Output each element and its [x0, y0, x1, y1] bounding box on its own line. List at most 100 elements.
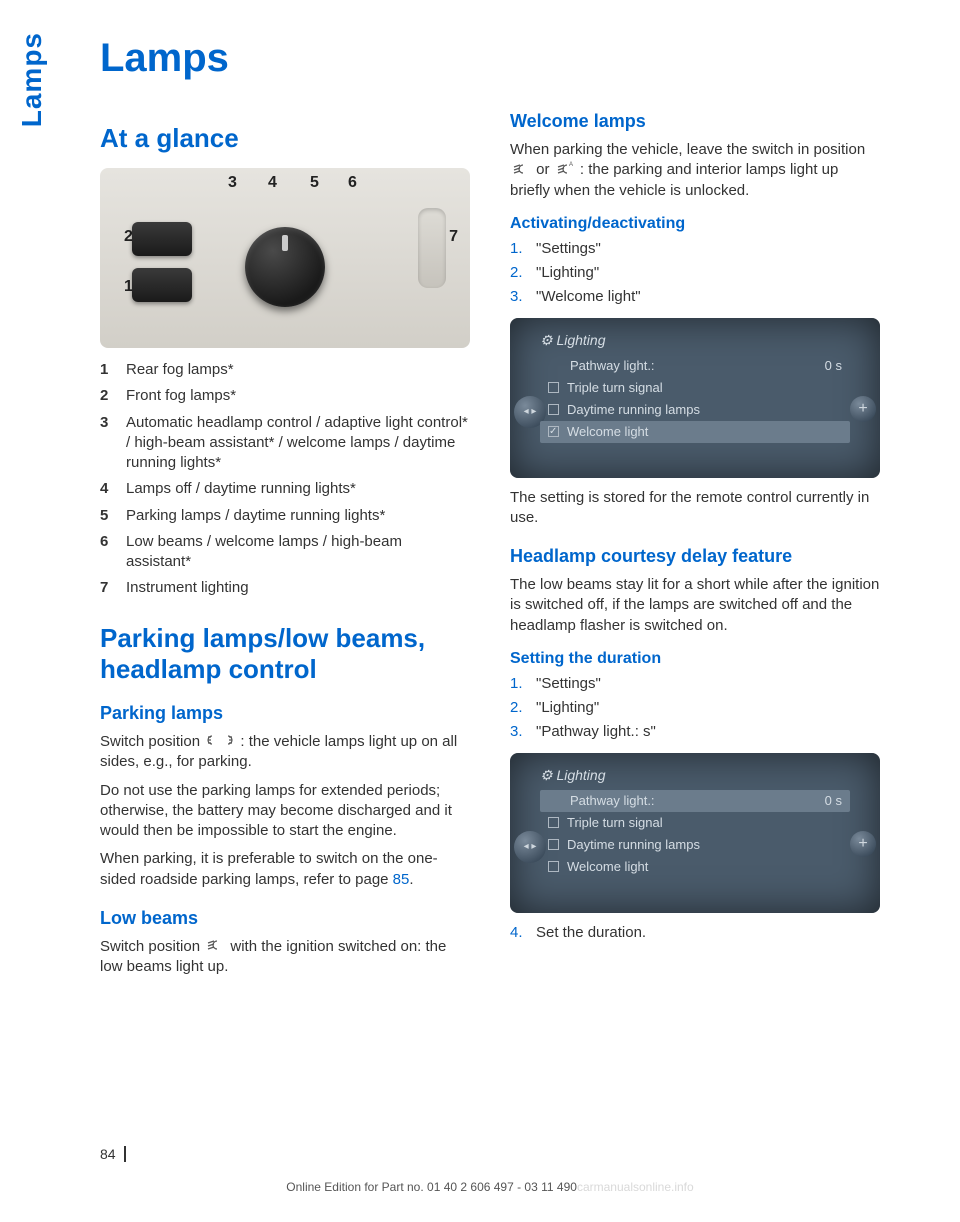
light-switch-figure: 1 2 3 4 5 6 7	[100, 168, 470, 348]
idrive-menu-title: ⚙ Lighting	[540, 767, 850, 784]
legend-text: Lamps off / daytime running lights*	[126, 479, 356, 499]
auto-headlamp-icon: A	[554, 161, 576, 180]
callout-3: 3	[228, 174, 237, 192]
row-value: 0 s	[825, 793, 842, 808]
row-label: Triple turn signal	[567, 815, 663, 830]
heading-parking-lamps: Parking lamps	[100, 703, 470, 724]
legend-number: 2	[100, 386, 116, 406]
idrive-row-daytime: Daytime running lamps	[540, 399, 850, 421]
low-beam-icon	[510, 162, 532, 180]
checkbox-icon	[548, 382, 559, 393]
list-item: 3."Welcome light"	[510, 287, 880, 307]
courtesy-delay-paragraph: The low beams stay lit for a short while…	[510, 575, 880, 636]
step-number: 1.	[510, 239, 528, 259]
legend-text: Instrument lighting	[126, 578, 249, 598]
heading-activating: Activating/deactivating	[510, 215, 880, 233]
step-text: "Welcome light"	[536, 287, 641, 307]
idrive-row-pathway: Pathway light.: 0 s	[540, 790, 850, 812]
legend-number: 1	[100, 360, 116, 380]
legend-text: Automatic headlamp control / adaptive li…	[126, 413, 470, 474]
checkbox-icon	[548, 839, 559, 850]
idrive-screenshot-welcome-light: ◂ ▸ + ⚙ Lighting Pathway light.:0 s Trip…	[510, 318, 880, 478]
legend-item: 4Lamps off / daytime running lights*	[100, 479, 470, 499]
idrive-row-daytime: Daytime running lamps	[540, 834, 850, 856]
legend-item: 5 Parking lamps / daytime running lights*	[100, 506, 470, 526]
list-item: 1. "Settings"	[510, 674, 880, 694]
legend-number: 3	[100, 413, 116, 474]
activating-steps: 1. "Settings" 2."Lighting" 3."Welcome lig…	[510, 239, 880, 308]
callout-4: 4	[268, 174, 277, 192]
checkbox-checked-icon	[548, 426, 559, 437]
svg-text:A: A	[569, 162, 573, 168]
low-beam-icon	[204, 938, 226, 956]
idrive-menu-title: ⚙ Lighting	[540, 332, 850, 349]
callout-6: 6	[348, 174, 357, 192]
row-label: Daytime running lamps	[567, 402, 700, 417]
dimmer-wheel	[418, 208, 446, 288]
step-text: "Settings"	[536, 239, 601, 259]
dial-marker	[282, 235, 288, 251]
step-number: 3.	[510, 722, 528, 742]
page-body: Lamps At a glance 1 2 3 4 5 6 7	[100, 36, 880, 985]
list-item: 2."Lighting"	[510, 263, 880, 283]
callout-5: 5	[310, 174, 319, 192]
legend-item: 1Rear fog lamps*	[100, 360, 470, 380]
heading-setting-duration: Setting the duration	[510, 650, 880, 668]
page-title: Lamps	[100, 36, 880, 81]
fog-button-bottom	[132, 268, 192, 302]
parking-lamps-paragraph-1: Switch position : the vehicle lamps ligh…	[100, 732, 470, 773]
legend-text: Parking lamps / daytime running lights*	[126, 506, 385, 526]
idrive-menu: ⚙ Lighting Pathway light.: 0 s Triple tur…	[540, 767, 850, 899]
page-footer: 84 Online Edition for Part no. 01 40 2 6…	[100, 1146, 880, 1194]
list-item: 4. Set the duration.	[510, 923, 880, 943]
duration-steps: 1. "Settings" 2."Lighting" 3."Pathway lig…	[510, 674, 880, 743]
rotary-light-switch	[245, 227, 325, 307]
step-text: "Settings"	[536, 674, 601, 694]
legend-number: 5	[100, 506, 116, 526]
welcome-lamps-paragraph: When parking the vehicle, leave the swit…	[510, 140, 880, 201]
step-text: Set the duration.	[536, 923, 646, 943]
callout-7: 7	[449, 228, 458, 246]
row-label: Pathway light.:	[570, 793, 655, 808]
legend-text: Front fog lamps*	[126, 386, 236, 406]
parking-lamps-paragraph-2: Do not use the parking lamps for extende…	[100, 781, 470, 842]
checkbox-icon	[548, 404, 559, 415]
left-column: At a glance 1 2 3 4 5 6 7 1Rear fog lamp…	[100, 111, 470, 985]
text: .	[409, 871, 413, 888]
edition-text: Online Edition for Part no. 01 40 2 606 …	[286, 1180, 563, 1194]
idrive-row-pathway: Pathway light.: 0 s	[540, 355, 850, 377]
checkbox-icon	[548, 861, 559, 872]
idrive-plus-icon: +	[850, 396, 876, 422]
row-label: Welcome light	[567, 424, 648, 439]
heading-at-a-glance: At a glance	[100, 123, 470, 154]
idrive-row-triple-turn: Triple turn signal	[540, 377, 850, 399]
idrive-screenshot-pathway-light: ◂ ▸ + ⚙ Lighting Pathway light.:0 s Trip…	[510, 753, 880, 913]
step-number: 2.	[510, 263, 528, 283]
list-item: 3."Pathway light.: s"	[510, 722, 880, 742]
legend-list: 1Rear fog lamps* 2 Front fog lamps* 3Auto…	[100, 360, 470, 599]
fog-button-top	[132, 222, 192, 256]
checkbox-icon	[548, 817, 559, 828]
text: When parking, it is preferable to switch…	[100, 850, 438, 887]
row-label: Triple turn signal	[567, 380, 663, 395]
footer-edition-line: Online Edition for Part no. 01 40 2 606 …	[100, 1180, 880, 1194]
idrive-plus-icon: +	[850, 831, 876, 857]
two-column-layout: At a glance 1 2 3 4 5 6 7 1Rear fog lamp…	[100, 111, 880, 985]
legend-number: 7	[100, 578, 116, 598]
parking-lamps-paragraph-3: When parking, it is preferable to switch…	[100, 849, 470, 890]
side-tab-label: Lamps	[16, 32, 48, 127]
heading-courtesy-delay: Headlamp courtesy delay feature	[510, 546, 880, 567]
heading-parking-lowbeams: Parking lamps/low beams, headlamp contro…	[100, 623, 470, 685]
page-link-85[interactable]: 85	[393, 871, 410, 888]
text: or	[536, 161, 554, 178]
row-label: Pathway light.:	[570, 358, 655, 373]
row-label: Welcome light	[567, 859, 648, 874]
step-number: 1.	[510, 674, 528, 694]
right-column: Welcome lamps When parking the vehicle, …	[510, 111, 880, 985]
idrive-menu: ⚙ Lighting Pathway light.: 0 s Triple tur…	[540, 332, 850, 464]
step-number: 4.	[510, 923, 528, 943]
list-item: 2."Lighting"	[510, 698, 880, 718]
text: Switch position	[100, 938, 204, 955]
row-value: 0 s	[825, 358, 842, 373]
idrive-row-triple-turn: Triple turn signal	[540, 812, 850, 834]
